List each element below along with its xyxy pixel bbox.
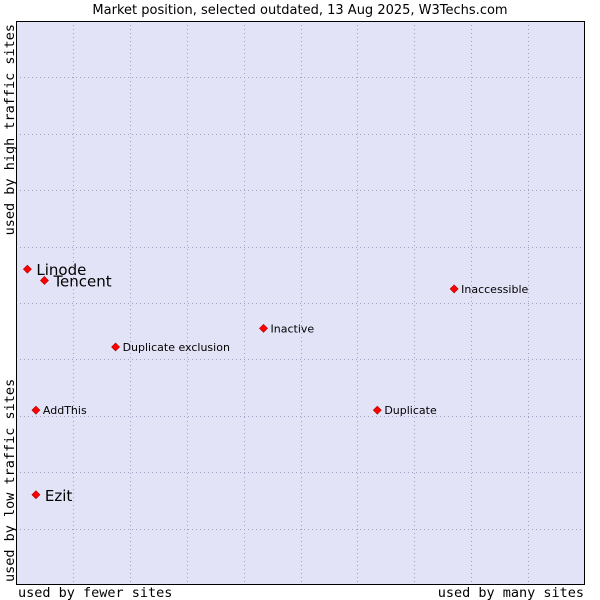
- data-point: Duplicate: [372, 404, 437, 417]
- point-label: Linode: [36, 261, 86, 279]
- x-axis-high-label: used by many sites: [438, 585, 584, 600]
- point-label: Inactive: [271, 322, 315, 335]
- point-marker: [449, 284, 459, 294]
- point-marker: [111, 342, 120, 352]
- y-axis-low-label: used by low traffic sites: [2, 379, 18, 582]
- data-point: Ezit: [31, 487, 73, 505]
- data-point: Inactive: [259, 322, 315, 335]
- plot-border: [16, 21, 585, 585]
- point-label: Inaccessible: [461, 283, 528, 296]
- y-axis-high-label: used by high traffic sites: [2, 24, 18, 235]
- point-label: Duplicate exclusion: [123, 341, 230, 354]
- point-label: Ezit: [45, 487, 73, 505]
- data-point: Linode: [22, 261, 86, 279]
- data-point: Duplicate exclusion: [111, 341, 230, 354]
- data-point: AddThis: [31, 404, 87, 417]
- point-marker: [22, 264, 32, 274]
- point-marker: [40, 276, 49, 285]
- chart-title: Market position, selected outdated, 13 A…: [92, 3, 507, 18]
- point-label: Tencent: [52, 272, 111, 290]
- point-marker: [372, 405, 382, 415]
- data-point: Inaccessible: [449, 283, 529, 296]
- point-marker: [31, 490, 41, 500]
- x-axis-low-label: used by fewer sites: [18, 585, 172, 600]
- point-label: AddThis: [43, 404, 87, 417]
- grid-lines: [16, 21, 585, 585]
- point-marker: [31, 405, 41, 415]
- point-label: Duplicate: [384, 404, 437, 417]
- point-marker: [259, 323, 268, 333]
- data-point: Tencent: [40, 272, 112, 290]
